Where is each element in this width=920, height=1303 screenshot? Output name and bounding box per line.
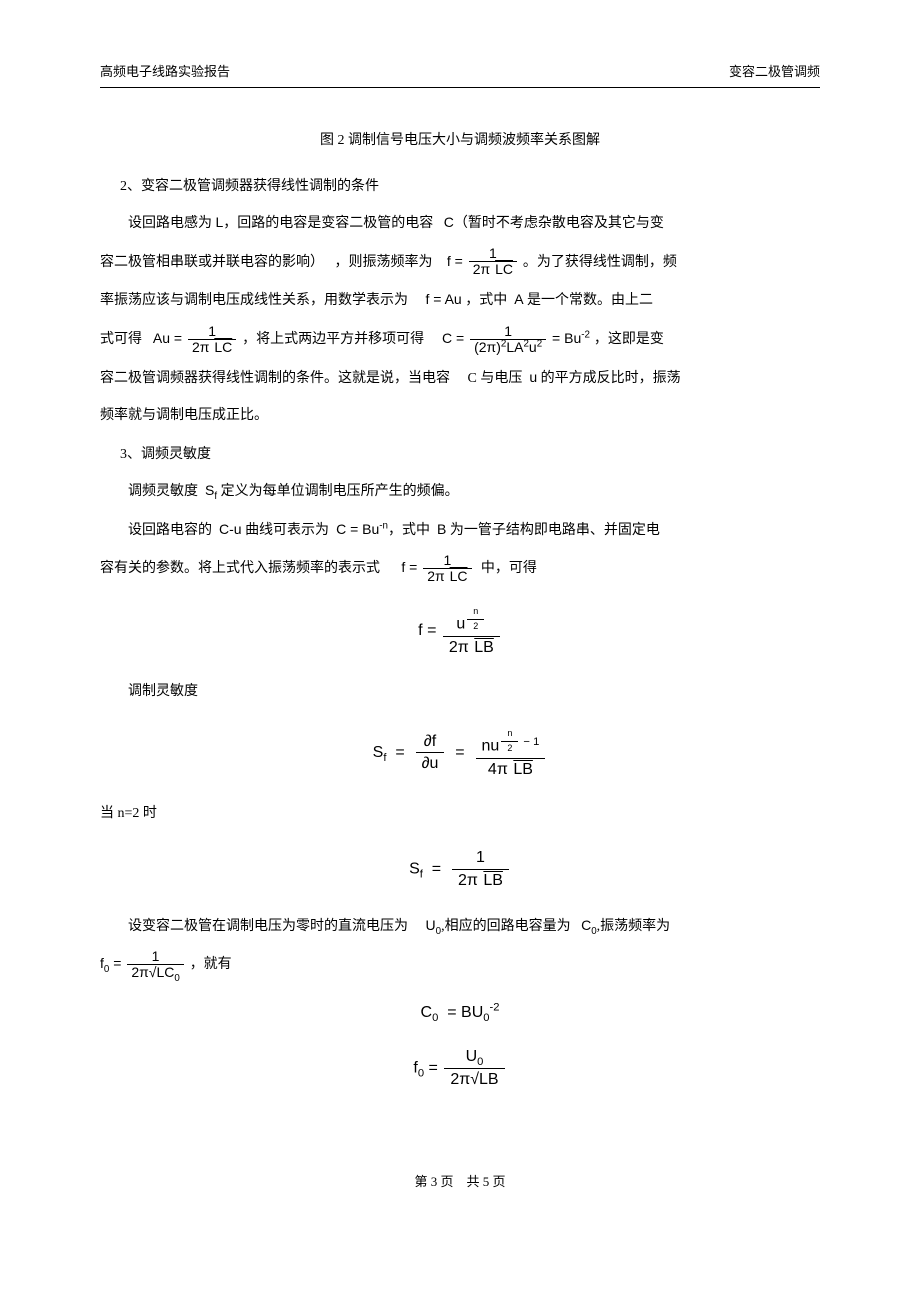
sec3-modsens-label: 调制灵敏度 [100, 677, 820, 708]
section-3-title: 3、调频灵敏度 [120, 442, 820, 467]
figure-caption: 图 2 调制信号电压大小与调频波频率关系图解 [100, 128, 820, 153]
formula-f0-U0: f0 = U0 2π√LB [100, 1046, 820, 1090]
header-right: 变容二极管调频 [729, 60, 820, 83]
sec2-para4: 式可得 Au = 1 2π LC ，将上式两边平方并移项可得 C = 1 (2π… [100, 323, 820, 356]
page-footer: 第 3 页 共 5 页 [100, 1170, 820, 1193]
sec3-para4: 设变容二极管在调制电压为零时的直流电压为 U0,相应的回路电容量为 C0,振荡频… [100, 910, 820, 943]
formula-f-1-2piLC: f = 1 2π LC [443, 253, 523, 269]
sec3-para3: 容有关的参数。将上式代入振荡频率的表示式 f = 1 2π LC 中，可得 [100, 552, 820, 585]
formula-f0: f0 = 1 2π√LC0 [100, 955, 190, 971]
sec3-para2: 设回路电容的 C-u 曲线可表示为 C = Bu-n，式中 B 为一管子结构即电… [100, 514, 820, 547]
formula-f-1-2piLC-2: f = 1 2π LC [398, 559, 478, 575]
page-header: 高频电子线路实验报告 变容二极管调频 [100, 60, 820, 88]
sec3-para1: 调频灵敏度 Sf 定义为每单位调制电压所产生的频偏。 [100, 475, 820, 508]
sec3-when-n2: 当 n=2 时 [100, 799, 820, 830]
sec2-para2: 容二极管相串联或并联电容的影响） ，则振荡频率为 f = 1 2π LC 。为了… [100, 246, 820, 279]
sec2-para3: 率振荡应该与调制电压成线性关系，用数学表示为 f = Au ，式中 A 是一个常… [100, 284, 820, 317]
header-left: 高频电子线路实验报告 [100, 60, 230, 83]
formula-Au: Au = 1 2π LC [149, 330, 242, 346]
section-2-title: 2、变容二极管调频器获得线性调制的条件 [120, 174, 820, 199]
formula-Sf-general: Sf = ∂f ∂u = nun2 − 1 4π LB [100, 725, 820, 780]
sec2-para1: 设回路电感为 L，回路的电容是变容二极管的电容 C（暂时不考虑杂散电容及其它与变 [100, 207, 820, 240]
formula-f-un2: f = un2 2π LB [100, 603, 820, 658]
formula-Sf-n2: Sf = 1 2π LB [100, 847, 820, 891]
formula-C0: C0 = BU0-2 [100, 999, 820, 1028]
sec3-para5: f0 = 1 2π√LC0 ，就有 [100, 948, 820, 981]
sec2-para5: 容二极管调频器获得线性调制的条件。这就是说，当电容 C 与电压 u 的平方成反比… [100, 362, 820, 395]
sec2-para6: 频率就与调制电压成正比。 [100, 401, 820, 432]
formula-C-Bu: C = 1 (2π)2LA2u2 = Bu-2 [438, 330, 594, 346]
